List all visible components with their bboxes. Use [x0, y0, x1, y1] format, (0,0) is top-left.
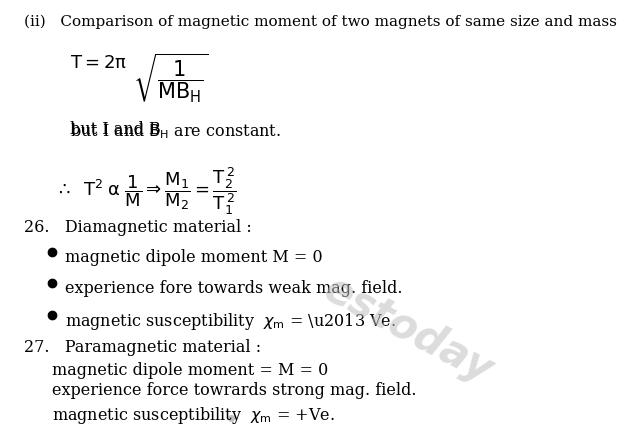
- Text: (ii)   Comparison of magnetic moment of two magnets of same size and mass: (ii) Comparison of magnetic moment of tw…: [24, 15, 618, 29]
- Text: experience fore towards weak mag. field.: experience fore towards weak mag. field.: [65, 280, 402, 297]
- Text: experience force towrards strong mag. field.: experience force towrards strong mag. fi…: [52, 382, 417, 399]
- Text: 27.   Paramagnetic material :: 27. Paramagnetic material :: [24, 339, 261, 355]
- Text: $\therefore\;\; \mathrm{T^2\; \alpha\; \dfrac{1}{M} \Rightarrow \dfrac{M_1}{M_2}: $\therefore\;\; \mathrm{T^2\; \alpha\; \…: [55, 165, 236, 217]
- Text: $\mathrm{T = 2\pi}$: $\mathrm{T = 2\pi}$: [70, 54, 127, 72]
- Text: but I and B: but I and B: [70, 121, 160, 138]
- Text: estoday: estoday: [316, 268, 500, 392]
- Text: $\sqrt{\dfrac{1}{\mathrm{MB_H}}}$: $\sqrt{\dfrac{1}{\mathrm{MB_H}}}$: [133, 51, 208, 105]
- Text: magnetic dipole moment M = 0: magnetic dipole moment M = 0: [65, 249, 322, 266]
- Text: magnetic dipole moment = M = 0: magnetic dipole moment = M = 0: [52, 362, 328, 378]
- Text: magnetic susceptibility  $\chi_\mathrm{m}$ = \u2013 Ve.: magnetic susceptibility $\chi_\mathrm{m}…: [65, 312, 396, 332]
- Text: but I and $\mathrm{B_H}$ are constant.: but I and $\mathrm{B_H}$ are constant.: [70, 121, 281, 141]
- Text: 26.   Diamagnetic material :: 26. Diamagnetic material :: [24, 220, 252, 237]
- Text: magnetic susceptibility  $\chi_\mathrm{m}$ = +Ve.: magnetic susceptibility $\chi_\mathrm{m}…: [52, 405, 335, 427]
